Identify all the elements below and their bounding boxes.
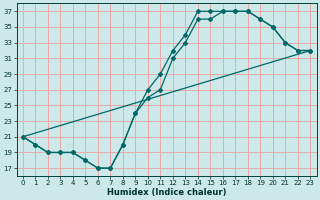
X-axis label: Humidex (Indice chaleur): Humidex (Indice chaleur) [107,188,226,197]
